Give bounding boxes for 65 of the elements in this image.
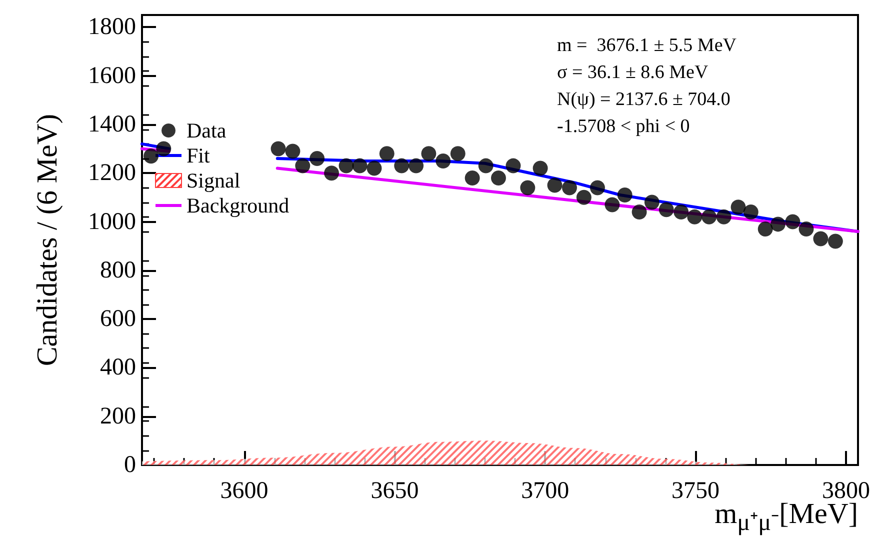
y-tick-label: 0 bbox=[124, 452, 136, 478]
x-tick-label: 3650 bbox=[370, 478, 419, 504]
x-tick-label: 3600 bbox=[220, 478, 268, 504]
point bbox=[658, 202, 674, 218]
point bbox=[491, 170, 506, 186]
point bbox=[644, 194, 660, 210]
point bbox=[617, 188, 632, 202]
annotation: N(ψ) = 2137.6 ± 704.0 bbox=[557, 89, 730, 110]
point bbox=[716, 209, 732, 224]
y-tick-label: 1400 bbox=[88, 111, 136, 138]
point bbox=[366, 160, 382, 176]
point bbox=[394, 158, 410, 174]
y-tick-label: 1200 bbox=[88, 160, 136, 186]
point bbox=[270, 141, 286, 156]
x-tick-label: 3700 bbox=[521, 478, 570, 504]
legend-label: Fit bbox=[186, 144, 210, 168]
annotation: -1.5708 < phi < 0 bbox=[557, 116, 690, 137]
point bbox=[576, 190, 592, 205]
y-axis-title: Candidates / (6 MeV) bbox=[32, 114, 64, 366]
point bbox=[828, 234, 843, 249]
point bbox=[687, 209, 702, 224]
point bbox=[674, 204, 689, 220]
point bbox=[604, 197, 620, 212]
point bbox=[743, 204, 758, 220]
point bbox=[785, 214, 800, 230]
point bbox=[520, 180, 536, 196]
y-tick-label: 1800 bbox=[88, 14, 136, 40]
point bbox=[352, 158, 368, 174]
point bbox=[632, 204, 647, 220]
point bbox=[144, 148, 159, 164]
point bbox=[798, 222, 814, 237]
point bbox=[324, 166, 340, 181]
point bbox=[506, 158, 521, 174]
point bbox=[408, 158, 424, 174]
legend-label: Data bbox=[186, 118, 227, 142]
legend-label: Background bbox=[186, 194, 290, 218]
point bbox=[562, 180, 577, 196]
point bbox=[813, 231, 828, 246]
point bbox=[770, 216, 786, 232]
point bbox=[450, 146, 466, 162]
point bbox=[547, 178, 562, 193]
point bbox=[702, 209, 717, 224]
y-tick-label: 600 bbox=[100, 306, 136, 332]
point bbox=[295, 158, 310, 174]
point bbox=[338, 158, 354, 174]
point bbox=[285, 144, 300, 159]
point bbox=[464, 170, 480, 186]
point bbox=[758, 222, 773, 237]
point bbox=[156, 141, 172, 156]
point bbox=[421, 146, 436, 162]
point bbox=[379, 146, 394, 162]
y-tick-label: 1600 bbox=[88, 62, 136, 89]
point bbox=[590, 180, 605, 196]
point bbox=[730, 200, 746, 215]
point bbox=[310, 151, 325, 166]
point bbox=[532, 160, 548, 176]
y-tick-label: 1000 bbox=[88, 208, 136, 235]
legend-label: Signal bbox=[186, 168, 240, 192]
annotation: σ = 36.1 ± 8.6 MeV bbox=[557, 62, 708, 83]
y-tick-label: 400 bbox=[100, 354, 136, 381]
point bbox=[478, 158, 494, 174]
annotation: m = 3676.1 ± 5.5 MeV bbox=[557, 35, 737, 56]
y-tick-label: 200 bbox=[100, 403, 136, 430]
point bbox=[436, 153, 451, 168]
y-tick-label: 800 bbox=[100, 257, 136, 284]
